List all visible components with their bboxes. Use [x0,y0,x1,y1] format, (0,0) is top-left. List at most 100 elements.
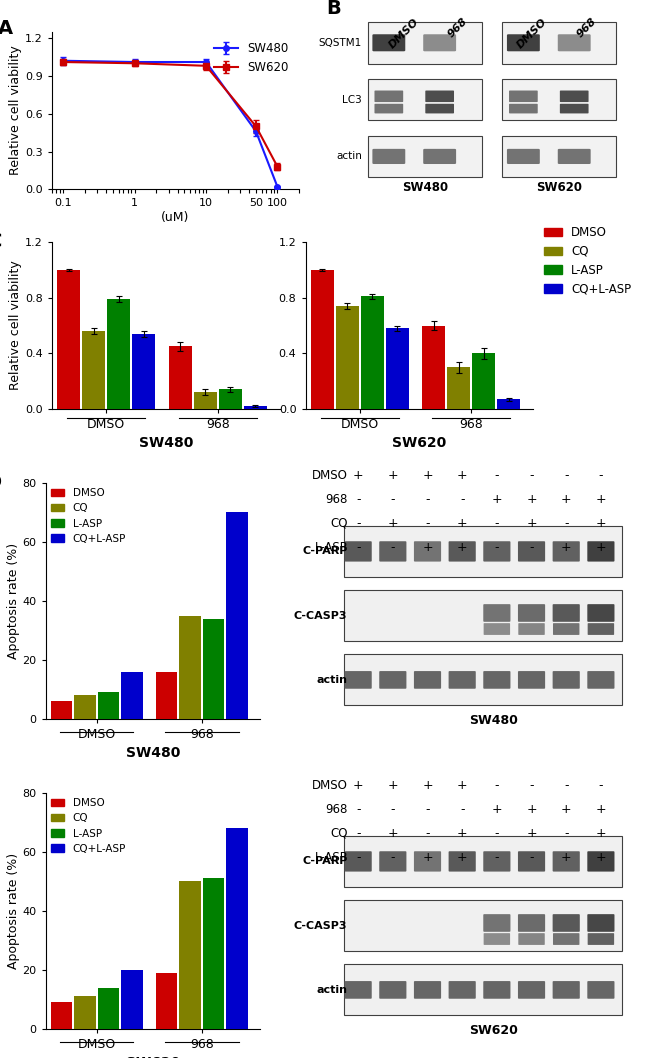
Text: +: + [561,851,571,864]
Bar [98,692,120,718]
Bar [179,881,201,1028]
FancyBboxPatch shape [553,623,579,635]
Text: -: - [356,493,360,506]
Bar [422,326,445,408]
FancyBboxPatch shape [484,933,510,945]
Bar [132,334,155,408]
Text: -: - [391,803,395,816]
FancyBboxPatch shape [588,933,614,945]
Text: +: + [457,541,467,554]
Text: -: - [391,541,395,554]
FancyBboxPatch shape [344,900,622,951]
Text: actin: actin [317,675,347,685]
FancyBboxPatch shape [368,22,482,63]
FancyBboxPatch shape [558,34,591,51]
Text: -: - [356,803,360,816]
FancyBboxPatch shape [502,135,616,178]
Text: +: + [595,826,606,840]
FancyBboxPatch shape [518,604,545,622]
FancyBboxPatch shape [483,914,510,932]
X-axis label: SW480: SW480 [138,436,193,451]
Text: -: - [529,541,534,554]
Bar [74,695,96,718]
FancyBboxPatch shape [553,933,579,945]
FancyBboxPatch shape [560,91,588,102]
Text: -: - [425,516,430,530]
Bar [51,1002,72,1028]
Text: -: - [564,826,569,840]
Text: -: - [599,469,603,481]
FancyBboxPatch shape [374,104,403,113]
FancyBboxPatch shape [344,542,372,562]
Text: B: B [326,0,341,18]
Text: 968: 968 [325,493,347,506]
Text: -: - [495,469,499,481]
Text: CQ: CQ [330,516,347,530]
Text: actin: actin [317,985,347,995]
Text: -: - [564,469,569,481]
X-axis label: SW620: SW620 [125,1057,180,1058]
FancyBboxPatch shape [518,914,545,932]
Text: LC3: LC3 [342,94,362,105]
Text: D: D [0,474,1,492]
Text: +: + [526,803,537,816]
FancyBboxPatch shape [344,836,622,887]
FancyBboxPatch shape [372,34,406,51]
FancyBboxPatch shape [379,852,406,872]
FancyBboxPatch shape [379,981,406,999]
Bar [121,970,143,1028]
FancyBboxPatch shape [502,22,616,63]
X-axis label: SW620: SW620 [392,436,447,451]
Text: -: - [460,803,465,816]
Text: +: + [526,516,537,530]
Bar [311,270,334,408]
Text: C-PARP: C-PARP [302,546,347,557]
Legend: DMSO, CQ, L-ASP, CQ+L-ASP: DMSO, CQ, L-ASP, CQ+L-ASP [47,484,130,548]
Bar [169,346,192,408]
Text: +: + [353,469,363,481]
Text: -: - [529,779,534,791]
Text: 968: 968 [325,803,347,816]
Text: +: + [561,541,571,554]
FancyBboxPatch shape [414,671,441,689]
Text: -: - [495,516,499,530]
Text: +: + [387,779,398,791]
FancyBboxPatch shape [425,91,454,102]
Bar [226,512,248,718]
FancyBboxPatch shape [344,671,372,689]
Text: +: + [422,779,433,791]
Text: +: + [491,493,502,506]
Bar [83,331,105,408]
FancyBboxPatch shape [509,104,538,113]
FancyBboxPatch shape [483,981,510,999]
Text: +: + [457,779,467,791]
FancyBboxPatch shape [588,542,614,562]
FancyBboxPatch shape [344,965,622,1016]
Text: -: - [495,541,499,554]
Bar [497,399,520,408]
Bar [361,296,384,408]
Text: C: C [0,233,3,252]
Text: DMSO: DMSO [311,779,347,791]
Bar [107,299,130,408]
FancyBboxPatch shape [379,671,406,689]
Legend: DMSO, CQ, L-ASP, CQ+L-ASP: DMSO, CQ, L-ASP, CQ+L-ASP [47,794,130,858]
Text: SQSTM1: SQSTM1 [318,38,362,48]
FancyBboxPatch shape [423,34,456,51]
Text: -: - [495,851,499,864]
Bar [219,389,242,408]
Text: -: - [356,541,360,554]
FancyBboxPatch shape [518,981,545,999]
Text: SW620: SW620 [536,181,582,195]
FancyBboxPatch shape [507,34,540,51]
FancyBboxPatch shape [372,149,406,164]
Bar [385,328,409,408]
FancyBboxPatch shape [552,671,580,689]
Text: +: + [387,826,398,840]
FancyBboxPatch shape [414,542,441,562]
FancyBboxPatch shape [448,852,476,872]
Bar [226,828,248,1028]
FancyBboxPatch shape [588,914,614,932]
FancyBboxPatch shape [368,78,482,121]
Text: L-ASP: L-ASP [315,851,347,864]
